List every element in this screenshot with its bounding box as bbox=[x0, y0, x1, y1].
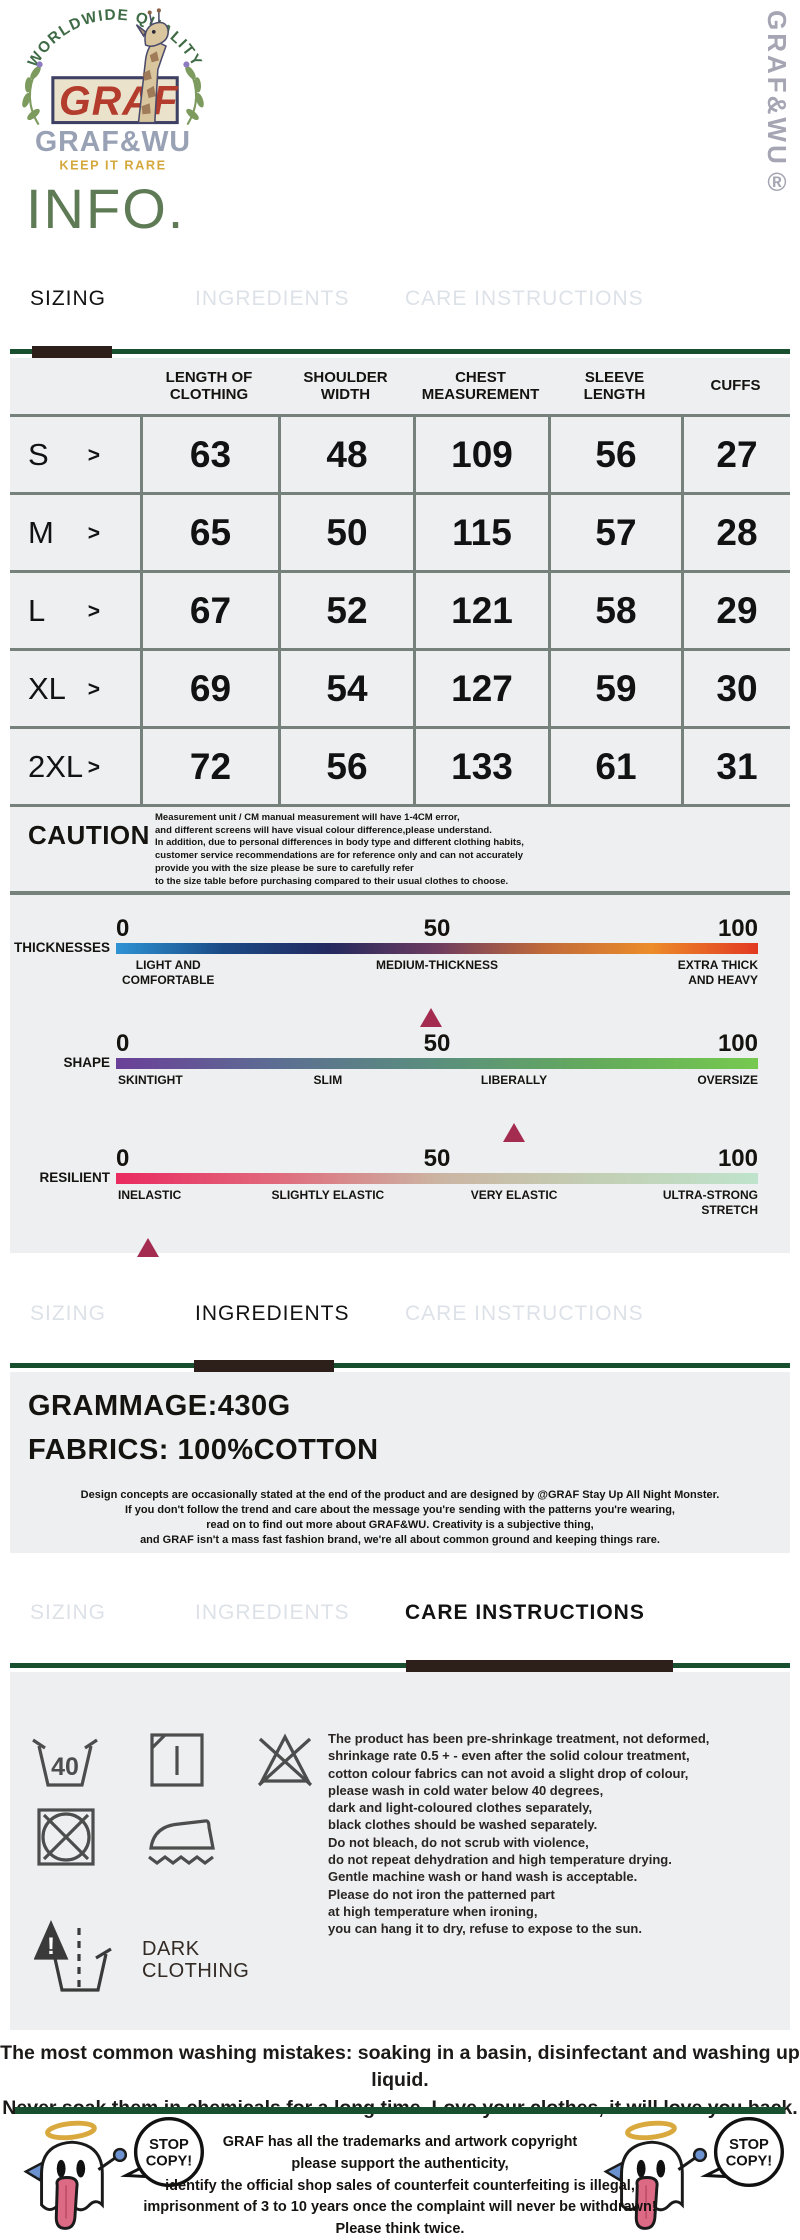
tab-care-3[interactable]: CARE INSTRUCTIONS bbox=[405, 1601, 645, 1624]
svg-text:STOP: STOP bbox=[149, 2137, 189, 2153]
tab-sizing-3[interactable]: SIZING bbox=[30, 1601, 107, 1624]
svg-text:STOP: STOP bbox=[729, 2137, 769, 2153]
ingredients-panel: GRAMMAGE:430G FABRICS: 100%COTTON Design… bbox=[10, 1372, 790, 1553]
tab-indicator-care bbox=[406, 1660, 673, 1672]
dark-clothing-label: DARK CLOTHING bbox=[142, 1938, 250, 1982]
scale-resilient: RESILIENT 0 50 100 INELASTIC SLIGHTLY EL… bbox=[39, 1145, 758, 1257]
svg-text:COPY!: COPY! bbox=[726, 2154, 773, 2170]
do-not-tumble-dry-icon bbox=[35, 1806, 97, 1868]
wash-temp: 40 bbox=[51, 1753, 79, 1781]
wash-40-icon: 40 bbox=[31, 1732, 99, 1790]
giraffe-icon bbox=[135, 8, 169, 124]
tab-underline-1 bbox=[10, 349, 790, 354]
table-row-m: M > 65 50 115 57 28 bbox=[10, 495, 790, 573]
shape-marker bbox=[503, 1123, 526, 1142]
row-arrow: > bbox=[87, 444, 100, 467]
row-arrow: > bbox=[87, 600, 100, 623]
tab-ingredients-2[interactable]: INGREDIENTS bbox=[195, 1302, 350, 1325]
sizing-panel: LENGTH OF CLOTHING SHOULDER WIDTH CHEST … bbox=[10, 358, 790, 1257]
laurel-left-icon bbox=[22, 61, 43, 126]
resilient-marker bbox=[137, 1238, 160, 1257]
care-instructions-text: The product has been pre-shrinkage treat… bbox=[328, 1731, 710, 1937]
page-title: INFO. bbox=[26, 177, 186, 240]
brand-tagline: KEEP IT RARE bbox=[59, 157, 166, 172]
header-empty bbox=[10, 358, 140, 414]
shape-gradient-bar bbox=[116, 1058, 758, 1069]
resilient-gradient-bar bbox=[116, 1173, 758, 1184]
row-arrow: > bbox=[87, 756, 100, 779]
grammage-text: GRAMMAGE:430G bbox=[28, 1390, 291, 1422]
tab-indicator-sizing bbox=[32, 346, 112, 358]
caution-text: Measurement unit / CM manual measurement… bbox=[155, 812, 524, 887]
do-not-bleach-icon bbox=[255, 1730, 315, 1788]
table-row-l: L > 67 52 121 58 29 bbox=[10, 573, 790, 651]
size-table-header: LENGTH OF CLOTHING SHOULDER WIDTH CHEST … bbox=[10, 358, 790, 417]
tab-care-2[interactable]: CARE INSTRUCTIONS bbox=[405, 1302, 644, 1325]
tab-sizing-2[interactable]: SIZING bbox=[30, 1302, 107, 1325]
section-divider bbox=[10, 891, 790, 895]
tab-care-1[interactable]: CARE INSTRUCTIONS bbox=[405, 287, 644, 310]
caution-label: CAUTION bbox=[28, 820, 150, 850]
header-shoulder: SHOULDER WIDTH bbox=[303, 368, 388, 403]
thickness-marker bbox=[419, 1008, 442, 1027]
vertical-watermark: GRAF&WU® bbox=[762, 10, 792, 200]
header-sleeve: SLEEVE LENGTH bbox=[583, 368, 646, 403]
table-row-s: S > 63 48 109 56 27 bbox=[10, 417, 790, 495]
svg-text:COPY!: COPY! bbox=[146, 2154, 193, 2170]
tab-underline-2 bbox=[10, 1363, 790, 1368]
tab-ingredients-3[interactable]: INGREDIENTS bbox=[195, 1601, 350, 1624]
ingredients-note: Design concepts are occasionally stated … bbox=[80, 1489, 720, 1546]
header-cuffs: CUFFS bbox=[710, 377, 761, 395]
scale-shape: SHAPE 0 50 100 SKINTIGHT SLIM LIBERALLY … bbox=[63, 1030, 758, 1142]
svg-text:!: ! bbox=[47, 1933, 55, 1960]
stop-copy-ghost-right: STOP COPY! bbox=[603, 2116, 784, 2230]
tab-sizing-1[interactable]: SIZING bbox=[30, 287, 107, 310]
footer-divider-bar bbox=[15, 2107, 785, 2114]
logo-arc-text: WORLDWIDE QUALITY bbox=[25, 6, 206, 70]
header-chest: CHEST MEASUREMENT bbox=[421, 368, 540, 403]
brand-name: GRAF&WU bbox=[35, 126, 191, 158]
care-panel: 40 bbox=[10, 1672, 790, 2030]
brand-logo: WORLDWIDE QUALITY GRAF bbox=[22, 6, 206, 172]
fabrics-text: FABRICS: 100%COTTON bbox=[28, 1434, 379, 1466]
table-row-xl: XL > 69 54 127 59 30 bbox=[10, 651, 790, 729]
stop-copy-ghost-left: STOP COPY! bbox=[23, 2116, 204, 2230]
row-arrow: > bbox=[87, 522, 100, 545]
tab-underline-3 bbox=[10, 1663, 790, 1668]
dark-clothing-warning-icon: ! bbox=[34, 1914, 114, 1996]
tab-ingredients-1[interactable]: INGREDIENTS bbox=[195, 287, 350, 310]
logo-word: GRAF bbox=[59, 77, 179, 123]
table-row-2xl: 2XL > 72 56 133 61 31 bbox=[10, 729, 790, 807]
copyright-notice: GRAF has all the trademarks and artwork … bbox=[143, 2134, 657, 2237]
header-length: LENGTH OF CLOTHING bbox=[165, 368, 253, 403]
thickness-gradient-bar bbox=[116, 943, 758, 954]
iron-steam-icon bbox=[141, 1808, 223, 1866]
laurel-right-icon bbox=[183, 61, 204, 126]
scale-thicknesses: THICKNESSES 0 50 100 LIGHT AND COMFORTAB… bbox=[14, 915, 758, 1027]
row-arrow: > bbox=[87, 678, 100, 701]
tab-indicator-ingredients bbox=[194, 1360, 334, 1372]
drip-dry-icon bbox=[148, 1730, 206, 1790]
